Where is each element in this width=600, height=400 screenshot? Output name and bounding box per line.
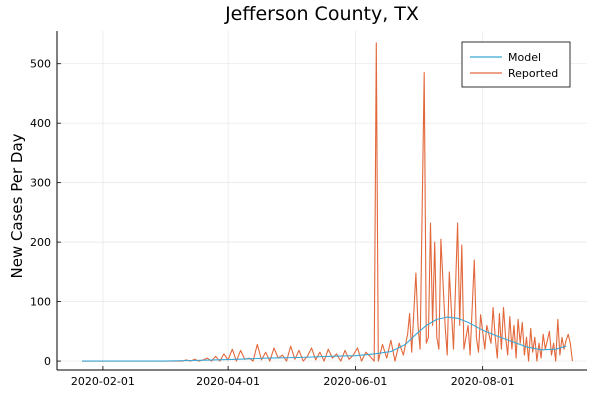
series-line-reported (82, 42, 573, 362)
y-axis-label: New Cases Per Day (8, 133, 26, 278)
x-tick-label: 2020-02-01 (71, 375, 135, 388)
x-tick-label: 2020-04-01 (196, 375, 260, 388)
series-layer (82, 42, 573, 362)
y-tick-label: 200 (30, 236, 51, 249)
x-tick-label: 2020-08-01 (451, 375, 515, 388)
y-tick-label: 400 (30, 117, 51, 130)
grid-lines (57, 31, 587, 370)
x-tick-label: 2020-06-01 (323, 375, 387, 388)
legend-label-reported: Reported (508, 67, 558, 80)
y-tick-label: 500 (30, 58, 51, 71)
y-tick-label: 300 (30, 177, 51, 190)
legend-box (461, 41, 571, 88)
chart-title: Jefferson County, TX (224, 3, 419, 25)
axes: 0 100 200 300 400 500 2020-02-01 2020-04-01 2020… (30, 31, 587, 388)
y-tick-label: 0 (44, 355, 51, 368)
y-tick-label: 100 (30, 296, 51, 309)
legend-label-model: Model (508, 51, 541, 64)
series-line-model (82, 316, 567, 362)
legend: Model Reported (461, 41, 571, 88)
